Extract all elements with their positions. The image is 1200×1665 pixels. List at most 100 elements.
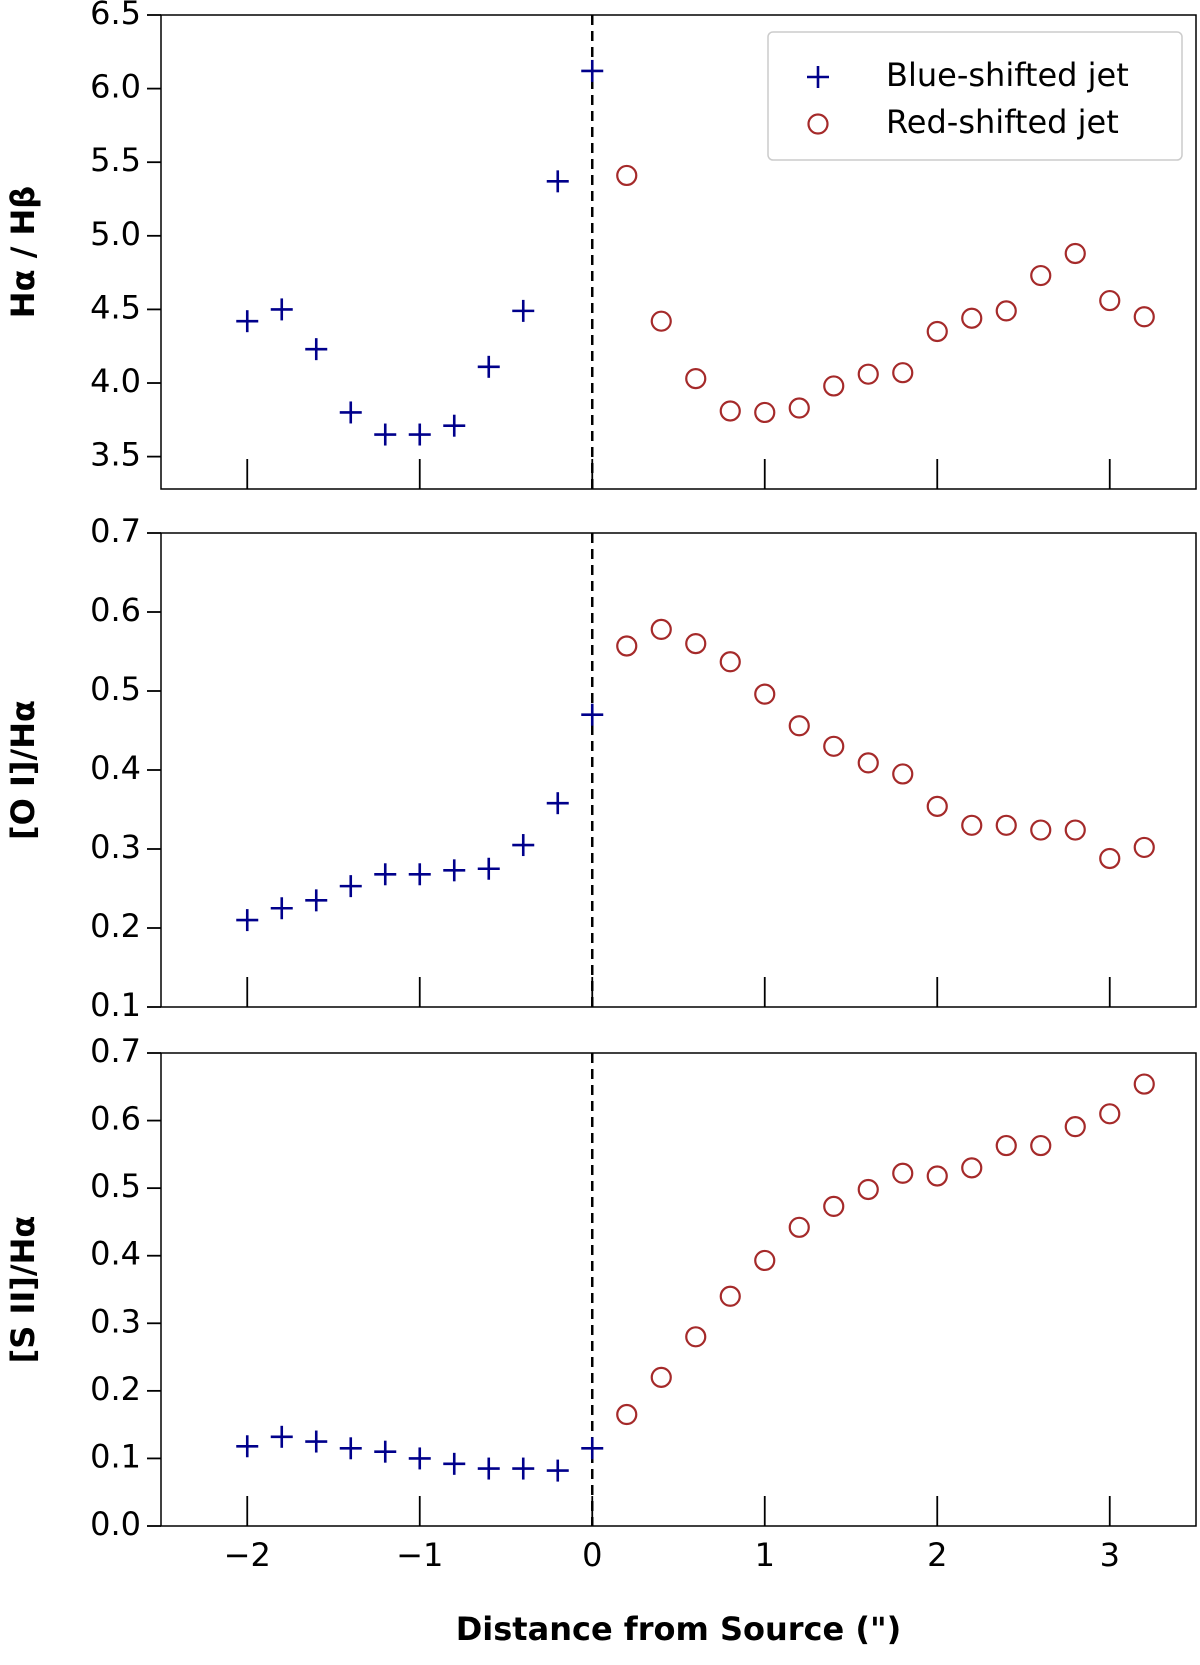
marker-plus: [512, 1457, 535, 1480]
marker-circle: [650, 1366, 672, 1388]
legend-label: Blue-shifted jet: [886, 56, 1129, 94]
marker-plus: [443, 859, 466, 882]
marker-circle: [857, 1178, 879, 1201]
marker-circle: [788, 397, 810, 419]
marker-plus: [443, 1452, 466, 1475]
y-tick-label: 0.6: [90, 1100, 141, 1138]
marker-circle: [616, 164, 638, 187]
marker-plus: [408, 1447, 431, 1470]
x-tick-label: 3: [1100, 1536, 1120, 1574]
x-tick-label: −1: [396, 1536, 443, 1574]
marker-circle: [1099, 847, 1121, 870]
marker-circle: [995, 814, 1017, 836]
marker-plus: [581, 703, 604, 726]
marker-plus: [512, 834, 535, 857]
marker-circle: [616, 635, 638, 657]
marker-circle: [719, 651, 741, 673]
y-tick-label: 5.5: [90, 141, 141, 179]
marker-circle: [892, 763, 914, 785]
marker-circle: [1064, 1116, 1086, 1138]
marker-plus: [270, 1425, 293, 1448]
marker-circle: [995, 300, 1017, 322]
marker-plus: [339, 401, 362, 424]
marker-circle: [754, 401, 776, 424]
plot-frame: [160, 1052, 1197, 1527]
marker-circle: [788, 1216, 810, 1238]
marker-plus: [236, 310, 259, 333]
y-tick-label: 0.3: [90, 1302, 141, 1340]
marker-circle: [1099, 1103, 1121, 1125]
marker-plus: [408, 863, 431, 886]
marker-plus: [305, 1430, 328, 1453]
marker-circle: [823, 1195, 845, 1217]
marker-circle: [1133, 1073, 1155, 1095]
marker-plus: [270, 298, 293, 321]
y-tick-label: 0.5: [90, 1167, 141, 1205]
marker-plus: [477, 355, 500, 378]
marker-circle: [650, 618, 672, 640]
y-tick-label: 0.2: [90, 907, 141, 945]
plot-frame: [160, 532, 1197, 1008]
marker-circle: [961, 814, 983, 836]
marker-plus: [807, 66, 829, 88]
y-tick-label: 3.5: [90, 436, 141, 474]
marker-plus: [408, 423, 431, 446]
marker-circle: [788, 715, 810, 737]
marker-circle: [719, 400, 741, 422]
y-tick-label: 6.0: [90, 68, 141, 106]
marker-plus: [339, 1437, 362, 1460]
marker-plus: [270, 897, 293, 920]
marker-circle: [1133, 836, 1155, 859]
legend-box: [767, 31, 1183, 161]
marker-circle: [1030, 819, 1052, 841]
marker-circle: [926, 320, 948, 343]
marker-plus: [546, 170, 569, 193]
y-tick-label: 0.3: [90, 828, 141, 866]
marker-circle: [719, 1285, 741, 1307]
marker-plus: [374, 863, 397, 886]
plot-frame: [160, 14, 1197, 490]
marker-plus: [546, 1459, 569, 1482]
x-tick-label: 2: [927, 1536, 947, 1574]
marker-circle: [961, 1157, 983, 1179]
marker-plus: [477, 857, 500, 880]
marker-plus: [512, 299, 535, 322]
y-tick-label: 0.5: [90, 670, 141, 708]
marker-circle: [892, 1162, 914, 1184]
y-tick-label: 5.0: [90, 215, 141, 253]
y-axis-label: [S II]/Hα: [4, 1216, 42, 1364]
marker-circle: [1030, 264, 1052, 287]
marker-circle: [1064, 242, 1086, 265]
marker-plus: [305, 338, 328, 361]
y-tick-label: 6.5: [90, 0, 141, 32]
y-tick-label: 0.7: [90, 1032, 141, 1070]
x-tick-label: −2: [224, 1536, 271, 1574]
marker-circle: [857, 752, 879, 774]
y-tick-label: 0.4: [90, 1235, 141, 1273]
marker-plus: [236, 909, 259, 932]
marker-circle: [926, 795, 948, 817]
marker-plus: [581, 59, 604, 82]
marker-circle: [1030, 1134, 1052, 1157]
marker-circle: [995, 1134, 1017, 1157]
marker-plus: [546, 792, 569, 815]
marker-circle: [807, 113, 829, 135]
y-tick-label: 0.7: [90, 512, 141, 550]
y-tick-label: 0.1: [90, 986, 141, 1024]
y-tick-label: 0.2: [90, 1370, 141, 1408]
y-tick-label: 4.5: [90, 288, 141, 326]
marker-circle: [961, 307, 983, 329]
marker-plus: [477, 1457, 500, 1480]
marker-circle: [616, 1403, 638, 1426]
marker-circle: [1099, 289, 1121, 312]
legend-label: Red-shifted jet: [886, 103, 1119, 141]
y-axis-label: [O I]/Hα: [4, 700, 42, 840]
marker-plus: [305, 889, 328, 912]
x-tick-label: 0: [582, 1536, 602, 1574]
marker-plus: [339, 875, 362, 898]
marker-plus: [236, 1435, 259, 1458]
marker-circle: [685, 1326, 707, 1348]
marker-circle: [754, 683, 776, 705]
